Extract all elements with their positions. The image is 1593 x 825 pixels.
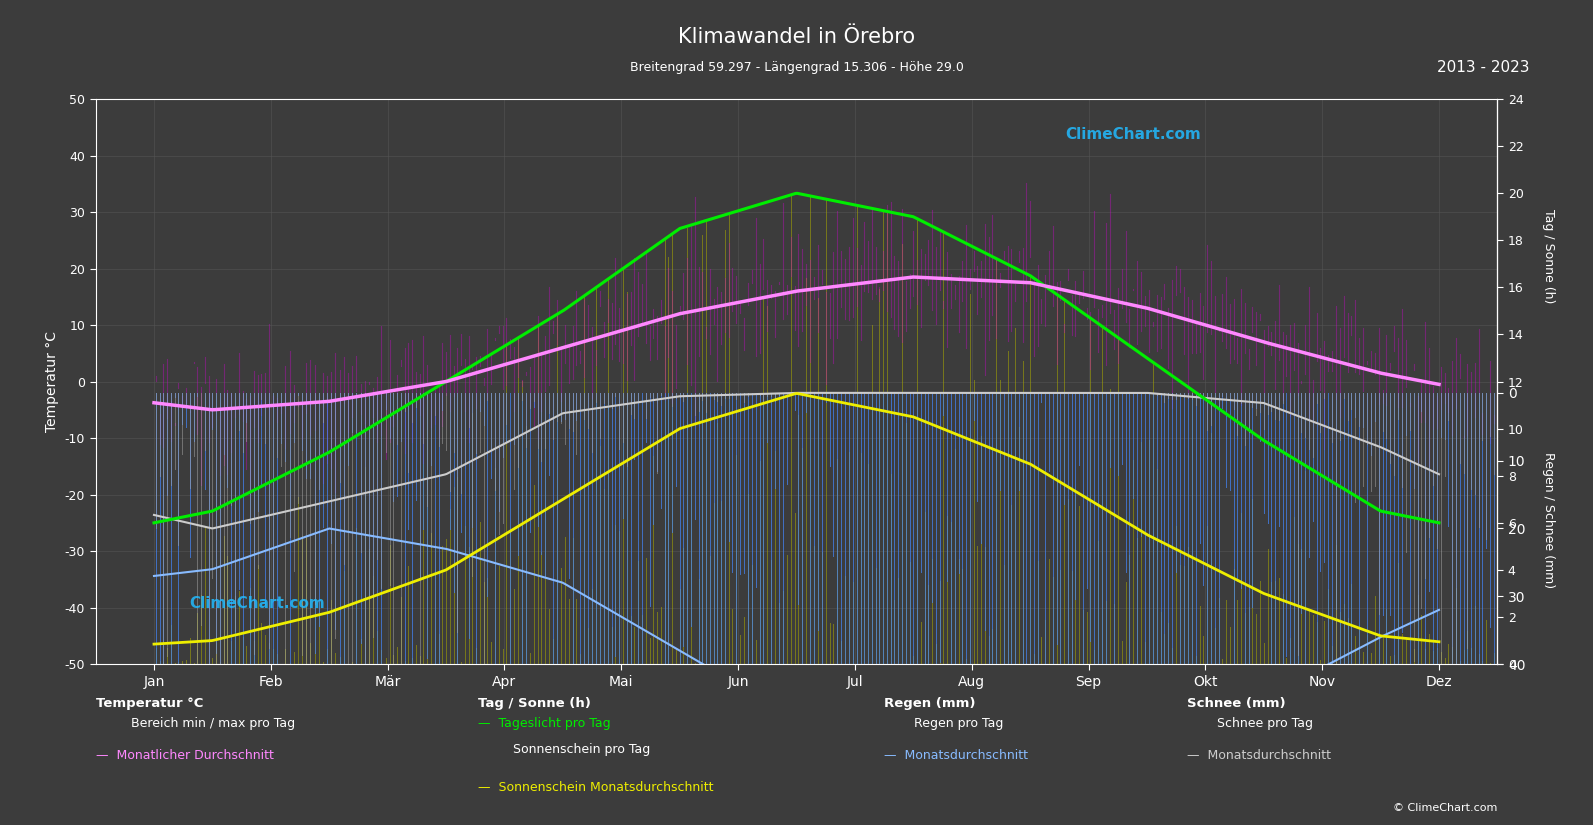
Text: —  Tageslicht pro Tag: — Tageslicht pro Tag <box>478 717 610 730</box>
Text: —  Monatlicher Durchschnitt: — Monatlicher Durchschnitt <box>96 749 274 762</box>
Text: 2013 - 2023: 2013 - 2023 <box>1437 60 1529 75</box>
Text: © ClimeChart.com: © ClimeChart.com <box>1392 803 1497 813</box>
Text: Tag / Sonne (h): Tag / Sonne (h) <box>478 697 591 710</box>
Text: Schnee (mm): Schnee (mm) <box>1187 697 1286 710</box>
Text: Regen (mm): Regen (mm) <box>884 697 975 710</box>
Text: Regen pro Tag: Regen pro Tag <box>914 717 1004 730</box>
Text: Temperatur °C: Temperatur °C <box>96 697 202 710</box>
Text: Regen / Schnee (mm): Regen / Schnee (mm) <box>1542 452 1555 587</box>
Text: —  Sonnenschein Monatsdurchschnitt: — Sonnenschein Monatsdurchschnitt <box>478 780 714 794</box>
Y-axis label: Temperatur °C: Temperatur °C <box>45 331 59 432</box>
Text: —  Monatsdurchschnitt: — Monatsdurchschnitt <box>1187 749 1330 762</box>
Text: Klimawandel in Örebro: Klimawandel in Örebro <box>679 27 914 47</box>
Text: Schnee pro Tag: Schnee pro Tag <box>1217 717 1313 730</box>
Text: ClimeChart.com: ClimeChart.com <box>190 596 325 610</box>
Text: ClimeChart.com: ClimeChart.com <box>1066 126 1201 142</box>
Text: Breitengrad 59.297 - Längengrad 15.306 - Höhe 29.0: Breitengrad 59.297 - Längengrad 15.306 -… <box>629 61 964 74</box>
Text: Bereich min / max pro Tag: Bereich min / max pro Tag <box>131 717 295 730</box>
Text: Tag / Sonne (h): Tag / Sonne (h) <box>1542 209 1555 303</box>
Text: —  Monatsdurchschnitt: — Monatsdurchschnitt <box>884 749 1027 762</box>
Text: Sonnenschein pro Tag: Sonnenschein pro Tag <box>513 743 650 757</box>
